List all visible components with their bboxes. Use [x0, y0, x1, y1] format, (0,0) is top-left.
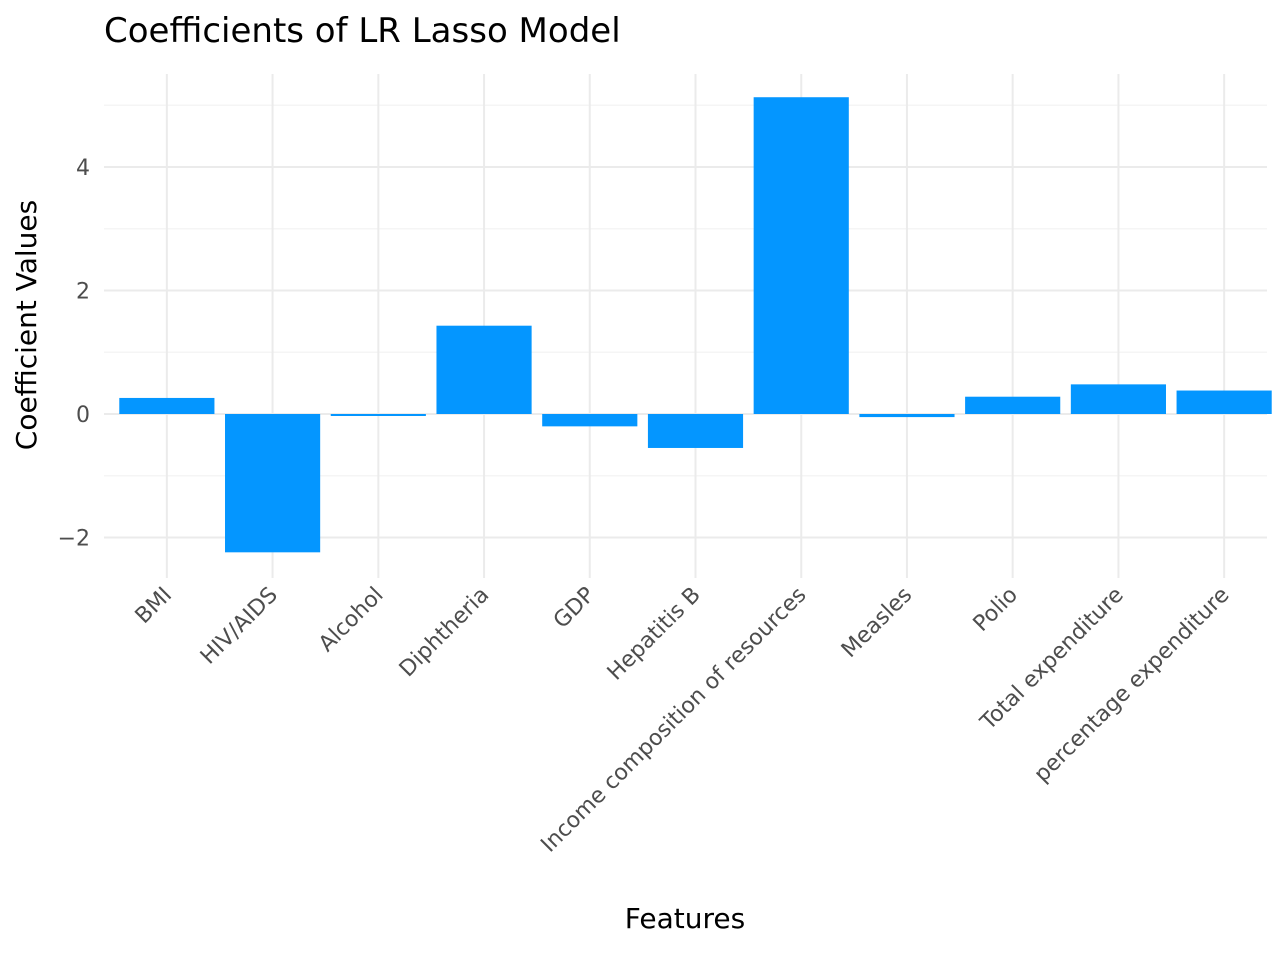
x-category-label: BMI: [131, 583, 177, 629]
bar-hiv-aids: [225, 414, 321, 553]
y-tick-label: 4: [76, 156, 90, 181]
x-category-label: Hepatitis B: [603, 583, 706, 686]
bar-hepatitis-b: [647, 414, 744, 448]
y-tick-label: 2: [76, 280, 90, 305]
x-category-label: Measles: [837, 583, 917, 663]
bar-polio: [965, 396, 1061, 414]
y-axis-title: Coefficient Values: [10, 200, 43, 450]
bar-income-composition-of-resources: [753, 97, 849, 414]
x-category-labels: BMI HIV/AIDS Alcohol Diphtheria GDP Hepatitis…: [131, 583, 1235, 858]
x-category-label: Alcohol: [314, 583, 388, 657]
bar-percentage-expenditure: [1176, 390, 1272, 414]
bar-bmi: [119, 397, 215, 414]
chart-title: Coefficients of LR Lasso Model: [104, 11, 621, 51]
y-tick-label: −2: [58, 527, 90, 552]
bar-measles: [859, 414, 955, 418]
y-tick-label: 0: [76, 403, 90, 428]
y-tick-labels: −2 0 2 4: [58, 156, 90, 552]
bar-total-expenditure: [1070, 384, 1166, 414]
bar-alcohol: [330, 414, 426, 416]
x-category-label: HIV/AIDS: [196, 583, 283, 670]
bar-gdp: [542, 414, 638, 427]
x-category-label: percentage expenditure: [1030, 583, 1235, 788]
x-category-label: Polio: [969, 583, 1023, 637]
x-axis-title: Features: [625, 902, 745, 935]
x-category-label: Diphtheria: [395, 583, 495, 683]
bar-diphtheria: [436, 325, 532, 414]
x-category-label: GDP: [549, 583, 600, 634]
bars-layer: [119, 97, 1272, 553]
